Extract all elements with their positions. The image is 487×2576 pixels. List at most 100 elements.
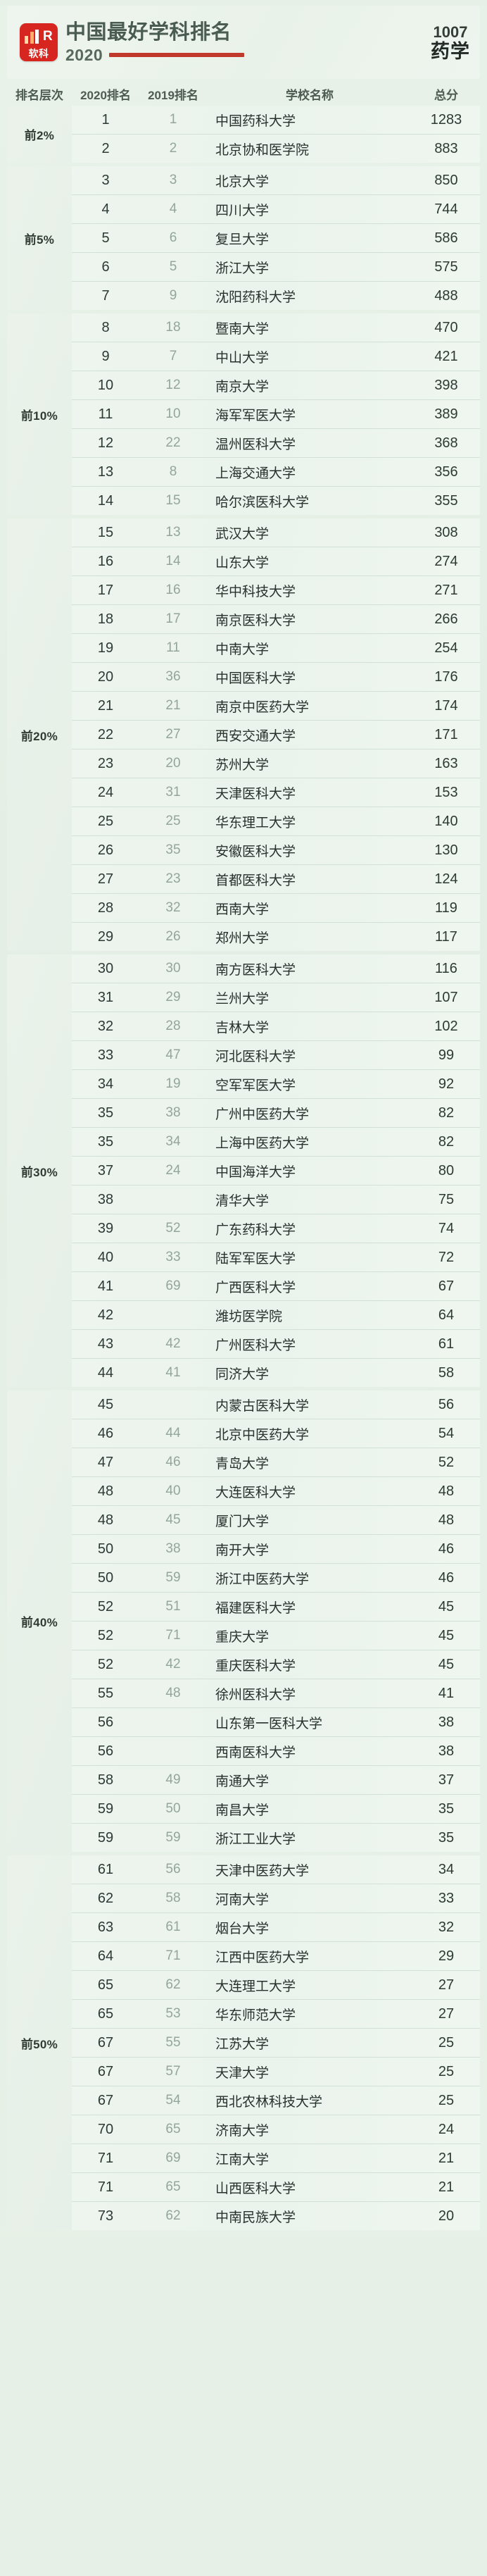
table-row[interactable]: 38 清华大学 75 [72,1186,480,1214]
table-row[interactable]: 41 69 广西医科大学 67 [72,1272,480,1301]
cell-school-name: 南京医科大学 [215,613,296,628]
table-row[interactable]: 43 42 广州医科大学 61 [72,1330,480,1359]
cell-rank-2019: 46 [165,1455,181,1469]
table-row[interactable]: 46 44 北京中医药大学 54 [72,1419,480,1448]
table-row[interactable]: 42 潍坊医学院 64 [72,1301,480,1330]
table-row[interactable]: 48 45 厦门大学 48 [72,1506,480,1535]
cell-rank-2020: 9 [101,348,110,364]
tier-rows: 45 内蒙古医科大学 56 46 44 北京中医药大学 54 47 46 青岛大学 52 48 40 大连… [72,1390,480,1852]
table-row[interactable]: 44 41 同济大学 58 [72,1359,480,1387]
table-row[interactable]: 3 3 北京大学 850 [72,166,480,195]
cell-rank-2019: 42 [165,1336,181,1351]
table-row[interactable]: 52 71 重庆大学 45 [72,1622,480,1650]
table-row[interactable]: 22 27 西安交通大学 171 [72,721,480,749]
table-row[interactable]: 16 14 山东大学 274 [72,547,480,576]
table-row[interactable]: 12 22 温州医科大学 368 [72,429,480,458]
table-row[interactable]: 6 5 浙江大学 575 [72,253,480,282]
table-row[interactable]: 18 17 南京医科大学 266 [72,605,480,634]
cell-school-name: 兰州大学 [215,991,270,1007]
table-row[interactable]: 8 18 暨南大学 470 [72,313,480,342]
cell-total-score: 21 [438,2150,455,2166]
table-row[interactable]: 71 69 江南大学 21 [72,2144,480,2173]
cell-total-score: 274 [434,553,458,569]
table-row[interactable]: 29 26 郑州大学 117 [72,923,480,951]
table-row[interactable]: 64 71 江西中医药大学 29 [72,1942,480,1971]
table-row[interactable]: 1 1 中国药科大学 1283 [72,106,480,135]
table-row[interactable]: 71 65 山西医科大学 21 [72,2173,480,2202]
table-row[interactable]: 19 11 中南大学 254 [72,634,480,663]
table-row[interactable]: 67 54 西北农林科技大学 25 [72,2086,480,2115]
table-row[interactable]: 27 23 首都医科大学 124 [72,865,480,894]
table-row[interactable]: 52 42 重庆医科大学 45 [72,1650,480,1679]
table-row[interactable]: 4 4 四川大学 744 [72,195,480,224]
table-row[interactable]: 17 16 华中科技大学 271 [72,576,480,605]
table-row[interactable]: 50 38 南开大学 46 [72,1535,480,1564]
table-row[interactable]: 34 19 空军军医大学 92 [72,1070,480,1099]
cell-rank-2019: 30 [165,961,181,976]
table-row[interactable]: 20 36 中国医科大学 176 [72,663,480,692]
table-row[interactable]: 23 20 苏州大学 163 [72,749,480,778]
cell-rank-2019: 47 [165,1047,181,1062]
table-row[interactable]: 73 62 中南民族大学 20 [72,2202,480,2230]
table-row[interactable]: 47 46 青岛大学 52 [72,1448,480,1477]
table-row[interactable]: 32 28 吉林大学 102 [72,1012,480,1041]
table-row[interactable]: 56 西南医科大学 38 [72,1737,480,1766]
table-row[interactable]: 30 30 南方医科大学 116 [72,954,480,983]
cell-rank-2020: 52 [97,1656,114,1672]
table-row[interactable]: 55 48 徐州医科大学 41 [72,1679,480,1708]
cell-school-name: 暨南大学 [215,321,270,337]
cell-rank-2019: 27 [165,727,181,742]
table-row[interactable]: 15 13 武汉大学 308 [72,518,480,547]
table-row[interactable]: 67 57 天津大学 25 [72,2058,480,2086]
table-row[interactable]: 40 33 陆军军医大学 72 [72,1243,480,1272]
table-row[interactable]: 35 34 上海中医药大学 82 [72,1128,480,1157]
cell-school-name: 大连医科大学 [215,1485,296,1500]
table-row[interactable]: 5 6 复旦大学 586 [72,224,480,253]
table-row[interactable]: 2 2 北京协和医学院 883 [72,135,480,163]
table-row[interactable]: 48 40 大连医科大学 48 [72,1477,480,1506]
table-row[interactable]: 25 25 华东理工大学 140 [72,807,480,836]
cell-rank-2020: 37 [97,1162,114,1178]
tier-label: 前30% [20,1165,58,1179]
table-row[interactable]: 21 21 南京中医药大学 174 [72,692,480,721]
cell-rank-2019: 12 [165,378,181,392]
cell-rank-2020: 67 [97,2063,114,2079]
table-row[interactable]: 24 31 天津医科大学 153 [72,778,480,807]
table-row[interactable]: 70 65 济南大学 24 [72,2115,480,2144]
table-row[interactable]: 67 55 江苏大学 25 [72,2029,480,2058]
tier-label: 前5% [24,232,55,247]
table-row[interactable]: 59 59 浙江工业大学 35 [72,1824,480,1852]
table-row[interactable]: 31 29 兰州大学 107 [72,983,480,1012]
table-row[interactable]: 58 49 南通大学 37 [72,1766,480,1795]
table-row[interactable]: 56 山东第一医科大学 38 [72,1708,480,1737]
table-row[interactable]: 62 58 河南大学 33 [72,1884,480,1913]
cell-rank-2019: 61 [165,1919,181,1934]
table-row[interactable]: 35 38 广州中医药大学 82 [72,1099,480,1128]
table-row[interactable]: 63 61 烟台大学 32 [72,1913,480,1942]
table-row[interactable]: 39 52 广东药科大学 74 [72,1214,480,1243]
table-row[interactable]: 33 47 河北医科大学 99 [72,1041,480,1070]
table-row[interactable]: 28 32 西南大学 119 [72,894,480,923]
table-row[interactable]: 14 15 哈尔滨医科大学 355 [72,487,480,515]
table-row[interactable]: 37 24 中国海洋大学 80 [72,1157,480,1186]
table-header-row: 排名层次 2020排名 2019排名 学校名称 总分 [7,82,480,106]
cell-total-score: 174 [434,697,458,714]
table-row[interactable]: 11 10 海军军医大学 389 [72,400,480,429]
table-row[interactable]: 65 62 大连理工大学 27 [72,1971,480,2000]
table-row[interactable]: 59 50 南昌大学 35 [72,1795,480,1824]
table-row[interactable]: 65 53 华东师范大学 27 [72,2000,480,2029]
table-row[interactable]: 13 8 上海交通大学 356 [72,458,480,487]
cell-rank-2020: 15 [97,524,114,540]
cell-total-score: 27 [438,2005,455,2022]
table-row[interactable]: 7 9 沈阳药科大学 488 [72,282,480,310]
table-row[interactable]: 10 12 南京大学 398 [72,371,480,400]
table-row[interactable]: 9 7 中山大学 421 [72,342,480,371]
table-row[interactable]: 45 内蒙古医科大学 56 [72,1390,480,1419]
table-row[interactable]: 26 35 安徽医科大学 130 [72,836,480,865]
cell-total-score: 130 [434,842,458,858]
table-row[interactable]: 61 56 天津中医药大学 34 [72,1855,480,1884]
table-row[interactable]: 50 59 浙江中医药大学 46 [72,1564,480,1593]
cell-school-name: 重庆大学 [215,1629,270,1645]
cell-rank-2019: 17 [165,611,181,626]
table-row[interactable]: 52 51 福建医科大学 45 [72,1593,480,1622]
